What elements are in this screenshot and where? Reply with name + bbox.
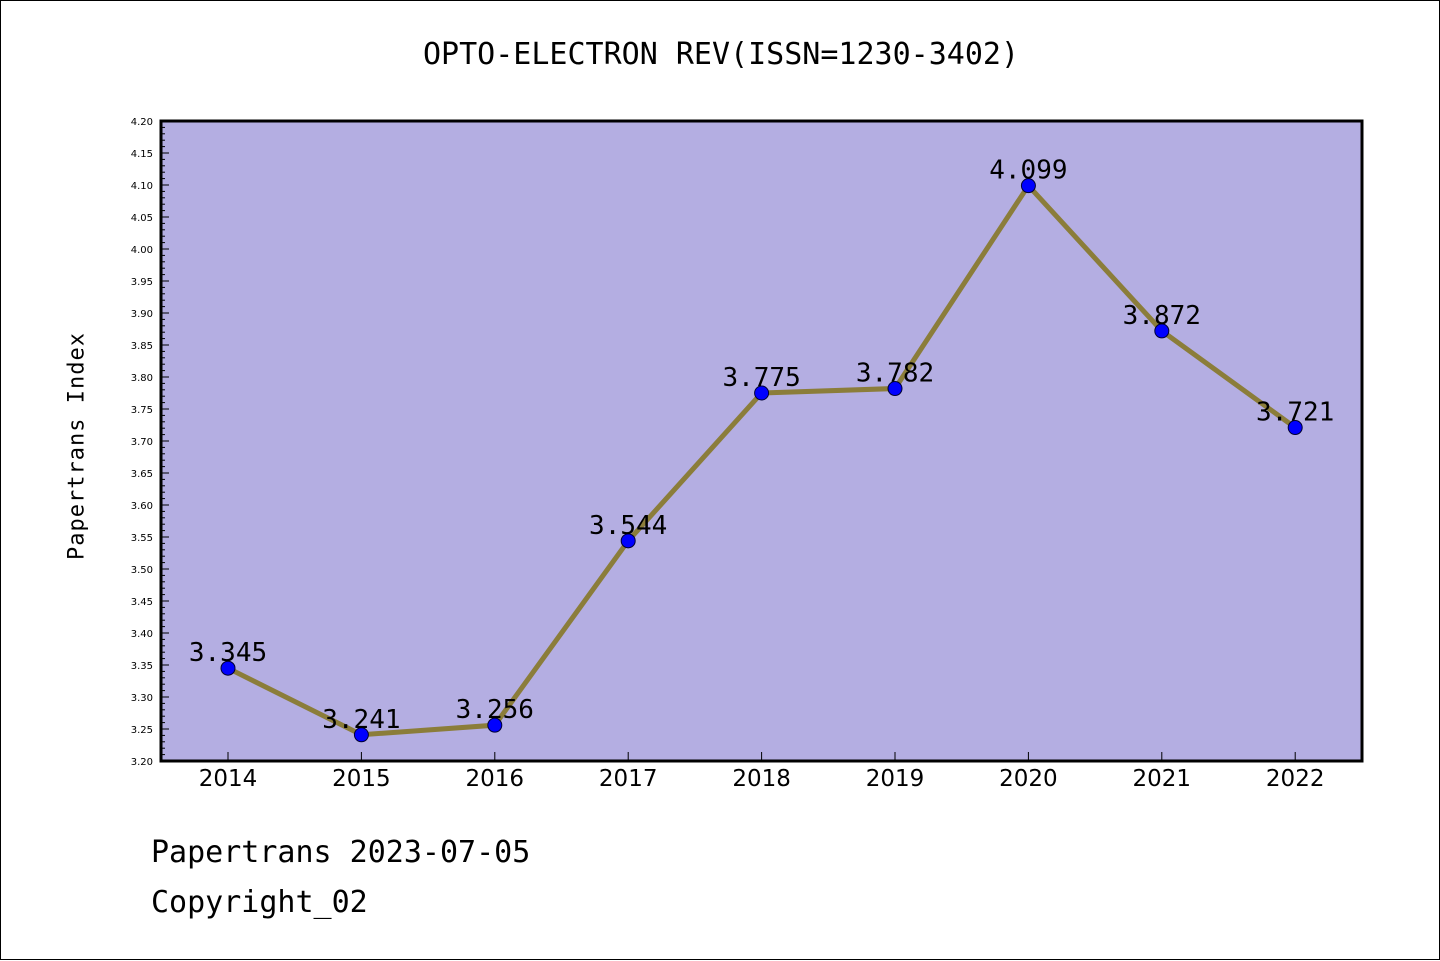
data-label: 4.099: [989, 156, 1067, 186]
x-tick-label: 2022: [1266, 766, 1325, 792]
y-tick-label: 4.05: [131, 213, 153, 224]
y-tick-label: 3.30: [131, 693, 153, 704]
y-tick-label: 4.20: [131, 117, 153, 128]
data-label: 3.345: [189, 638, 267, 668]
data-point: [620, 533, 636, 549]
y-tick-label: 4.00: [131, 245, 153, 256]
data-label: 3.872: [1123, 301, 1201, 331]
x-tick-label: 2015: [332, 766, 391, 792]
x-tick-label: 2018: [732, 766, 791, 792]
data-label: 3.775: [722, 363, 800, 393]
y-tick-label: 3.95: [131, 277, 153, 288]
data-markers: [220, 178, 1303, 743]
y-tick-label: 3.50: [131, 565, 153, 576]
y-tick-label: 3.65: [131, 469, 153, 480]
data-point: [1287, 420, 1303, 436]
y-tick-label: 3.70: [131, 437, 153, 448]
footer-date: Papertrans 2023-07-05: [151, 835, 531, 870]
chart-title: OPTO-ELECTRON REV(ISSN=1230-3402): [422, 37, 1020, 72]
x-tick-label: 2020: [999, 766, 1058, 792]
plot-area: [159, 119, 1364, 763]
data-point: [1020, 178, 1036, 194]
data-label: 3.256: [456, 695, 534, 725]
y-axis-ticks: 3.20 3.25 3.30 3.35 3.40 3.45 3.50 3.55 3.60 3.65…: [131, 117, 169, 768]
data-label: 3.721: [1256, 398, 1334, 428]
data-point: [1154, 323, 1170, 339]
y-tick-label: 3.90: [131, 309, 153, 320]
data-point: [887, 381, 903, 397]
y-tick-label: 3.55: [131, 533, 153, 544]
data-point: [220, 660, 236, 676]
y-tick-label: 3.20: [131, 757, 153, 768]
data-point: [754, 385, 770, 401]
data-point: [487, 717, 503, 733]
y-tick-label: 3.35: [131, 661, 153, 672]
x-tick-label: 2021: [1133, 766, 1192, 792]
y-tick-label: 3.60: [131, 501, 153, 512]
y-tick-label: 3.45: [131, 597, 153, 608]
y-tick-label: 3.75: [131, 405, 153, 416]
x-tick-label: 2014: [199, 766, 258, 792]
x-tick-label: 2016: [466, 766, 525, 792]
data-point: [353, 727, 369, 743]
y-tick-label: 3.40: [131, 629, 153, 640]
y-tick-label: 4.10: [131, 181, 153, 192]
data-label: 3.241: [322, 705, 400, 735]
x-tick-label: 2019: [866, 766, 925, 792]
data-label: 3.782: [856, 359, 934, 389]
y-tick-label: 3.80: [131, 373, 153, 384]
x-tick-label: 2017: [599, 766, 658, 792]
y-tick-label: 3.85: [131, 341, 153, 352]
x-axis-ticks: 2014 2015 2016 2017 2018 2019 2020 2021 2022: [199, 752, 1325, 792]
y-tick-label: 4.15: [131, 149, 153, 160]
data-labels: 3.345 3.241 3.256 3.544 3.775 3.782 4.099 3.872…: [189, 156, 1334, 735]
data-label: 3.544: [589, 511, 667, 541]
footer-copyright: Copyright_02: [151, 885, 368, 920]
y-tick-label: 3.25: [131, 725, 153, 736]
